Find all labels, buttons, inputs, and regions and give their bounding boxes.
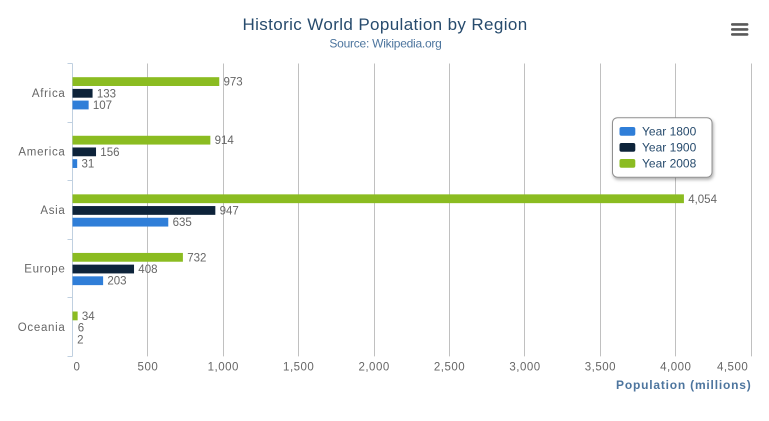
svg-text:Year 1900: Year 1900 <box>642 141 697 155</box>
svg-text:Africa: Africa <box>32 88 66 100</box>
svg-text:4,054: 4,054 <box>688 194 717 206</box>
svg-text:Source: Wikipedia.org: Source: Wikipedia.org <box>329 37 441 51</box>
svg-text:2,500: 2,500 <box>434 362 465 374</box>
svg-text:107: 107 <box>93 100 112 112</box>
svg-text:America: America <box>18 146 65 158</box>
svg-text:Population (millions): Population (millions) <box>616 378 751 392</box>
svg-text:Oceania: Oceania <box>18 322 66 334</box>
svg-text:1,000: 1,000 <box>208 362 239 374</box>
svg-text:947: 947 <box>220 205 239 217</box>
svg-text:1,500: 1,500 <box>283 362 314 374</box>
svg-text:2: 2 <box>77 334 83 346</box>
svg-text:Europe: Europe <box>24 264 65 276</box>
svg-text:Year 1800: Year 1800 <box>642 125 697 139</box>
svg-text:732: 732 <box>187 252 206 264</box>
svg-text:408: 408 <box>138 264 157 276</box>
svg-text:500: 500 <box>138 362 159 374</box>
svg-text:6: 6 <box>78 323 84 335</box>
svg-text:3,500: 3,500 <box>585 362 616 374</box>
svg-text:2,000: 2,000 <box>358 362 389 374</box>
svg-text:31: 31 <box>82 159 95 171</box>
svg-text:4,000: 4,000 <box>660 362 691 374</box>
svg-text:203: 203 <box>107 276 126 288</box>
svg-text:156: 156 <box>100 147 119 159</box>
svg-text:133: 133 <box>97 88 116 100</box>
svg-text:0: 0 <box>74 362 81 374</box>
svg-text:Asia: Asia <box>40 205 65 217</box>
svg-text:Year 2008: Year 2008 <box>642 157 697 171</box>
svg-text:Historic World Population by R: Historic World Population by Region <box>242 15 527 34</box>
svg-text:635: 635 <box>173 217 192 229</box>
svg-text:34: 34 <box>82 311 95 323</box>
svg-text:4,500: 4,500 <box>717 362 748 374</box>
svg-text:3,000: 3,000 <box>509 362 540 374</box>
svg-text:973: 973 <box>224 77 243 89</box>
svg-text:914: 914 <box>215 135 235 147</box>
